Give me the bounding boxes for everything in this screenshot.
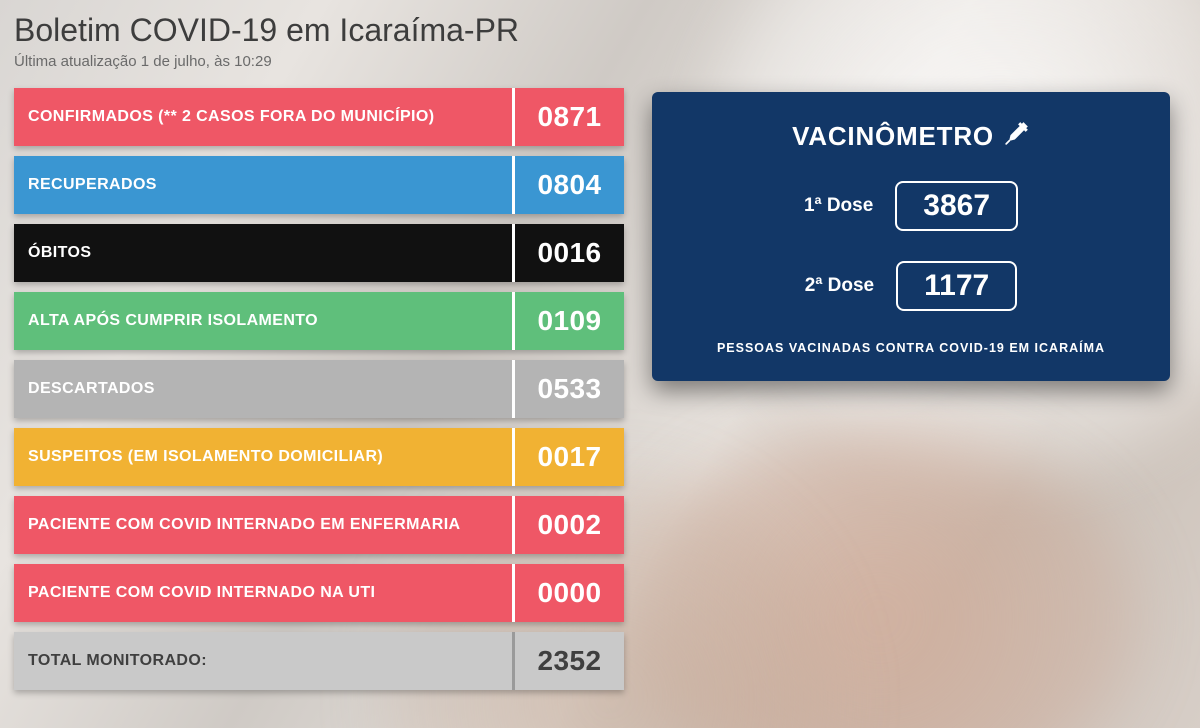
stat-label-suspeitos: SUSPEITOS (EM ISOLAMENTO DOMICILIAR) (14, 428, 512, 486)
stat-row-obitos: ÓBITOS0016 (14, 224, 624, 282)
stat-row-descartados: DESCARTADOS0533 (14, 360, 624, 418)
stat-label-descartados: DESCARTADOS (14, 360, 512, 418)
stat-label-uti: PACIENTE COM COVID INTERNADO NA UTI (14, 564, 512, 622)
stat-label-enfermaria: PACIENTE COM COVID INTERNADO EM ENFERMAR… (14, 496, 512, 554)
stat-value-suspeitos: 0017 (512, 428, 624, 486)
stat-label-obitos: ÓBITOS (14, 224, 512, 282)
stat-row-suspeitos: SUSPEITOS (EM ISOLAMENTO DOMICILIAR)0017 (14, 428, 624, 486)
stat-row-alta: ALTA APÓS CUMPRIR ISOLAMENTO0109 (14, 292, 624, 350)
stat-value-recuperados: 0804 (512, 156, 624, 214)
dose-row-2: 2ª Dose 1177 (680, 261, 1142, 311)
stats-column: CONFIRMADOS (** 2 CASOS FORA DO MUNICÍPI… (14, 88, 624, 690)
stat-row-recuperados: RECUPERADOS0804 (14, 156, 624, 214)
vaccine-title-row: VACINÔMETRO (680, 120, 1142, 153)
stat-value-alta: 0109 (512, 292, 624, 350)
stat-value-confirmados: 0871 (512, 88, 624, 146)
stat-value-obitos: 0016 (512, 224, 624, 282)
syringe-icon (1004, 120, 1030, 153)
dose-1-value: 3867 (895, 181, 1018, 231)
vaccine-title: VACINÔMETRO (792, 121, 994, 152)
stat-value-uti: 0000 (512, 564, 624, 622)
last-updated: Última atualização 1 de julho, às 10:29 (14, 53, 1186, 70)
vaccine-footer: PESSOAS VACINADAS CONTRA COVID-19 EM ICA… (680, 341, 1142, 355)
stat-value-descartados: 0533 (512, 360, 624, 418)
stat-label-confirmados: CONFIRMADOS (** 2 CASOS FORA DO MUNICÍPI… (14, 88, 512, 146)
dose-2-value: 1177 (896, 261, 1017, 311)
dose-2-label: 2ª Dose (805, 275, 874, 297)
stat-label-alta: ALTA APÓS CUMPRIR ISOLAMENTO (14, 292, 512, 350)
stat-value-enfermaria: 0002 (512, 496, 624, 554)
stat-label-recuperados: RECUPERADOS (14, 156, 512, 214)
stat-row-uti: PACIENTE COM COVID INTERNADO NA UTI0000 (14, 564, 624, 622)
stat-row-total: TOTAL MONITORADO:2352 (14, 632, 624, 690)
dose-1-label: 1ª Dose (804, 195, 873, 217)
stat-row-confirmados: CONFIRMADOS (** 2 CASOS FORA DO MUNICÍPI… (14, 88, 624, 146)
vaccine-panel: VACINÔMETRO 1ª Dose 3867 2ª Dose 1177 PE… (652, 92, 1170, 381)
stat-value-total: 2352 (512, 632, 624, 690)
stat-label-total: TOTAL MONITORADO: (14, 632, 512, 690)
stat-row-enfermaria: PACIENTE COM COVID INTERNADO EM ENFERMAR… (14, 496, 624, 554)
dose-row-1: 1ª Dose 3867 (680, 181, 1142, 231)
covid-bulletin-page: Boletim COVID-19 em Icaraíma-PR Última a… (0, 0, 1200, 728)
page-title: Boletim COVID-19 em Icaraíma-PR (14, 12, 1186, 49)
content-row: CONFIRMADOS (** 2 CASOS FORA DO MUNICÍPI… (14, 88, 1186, 690)
